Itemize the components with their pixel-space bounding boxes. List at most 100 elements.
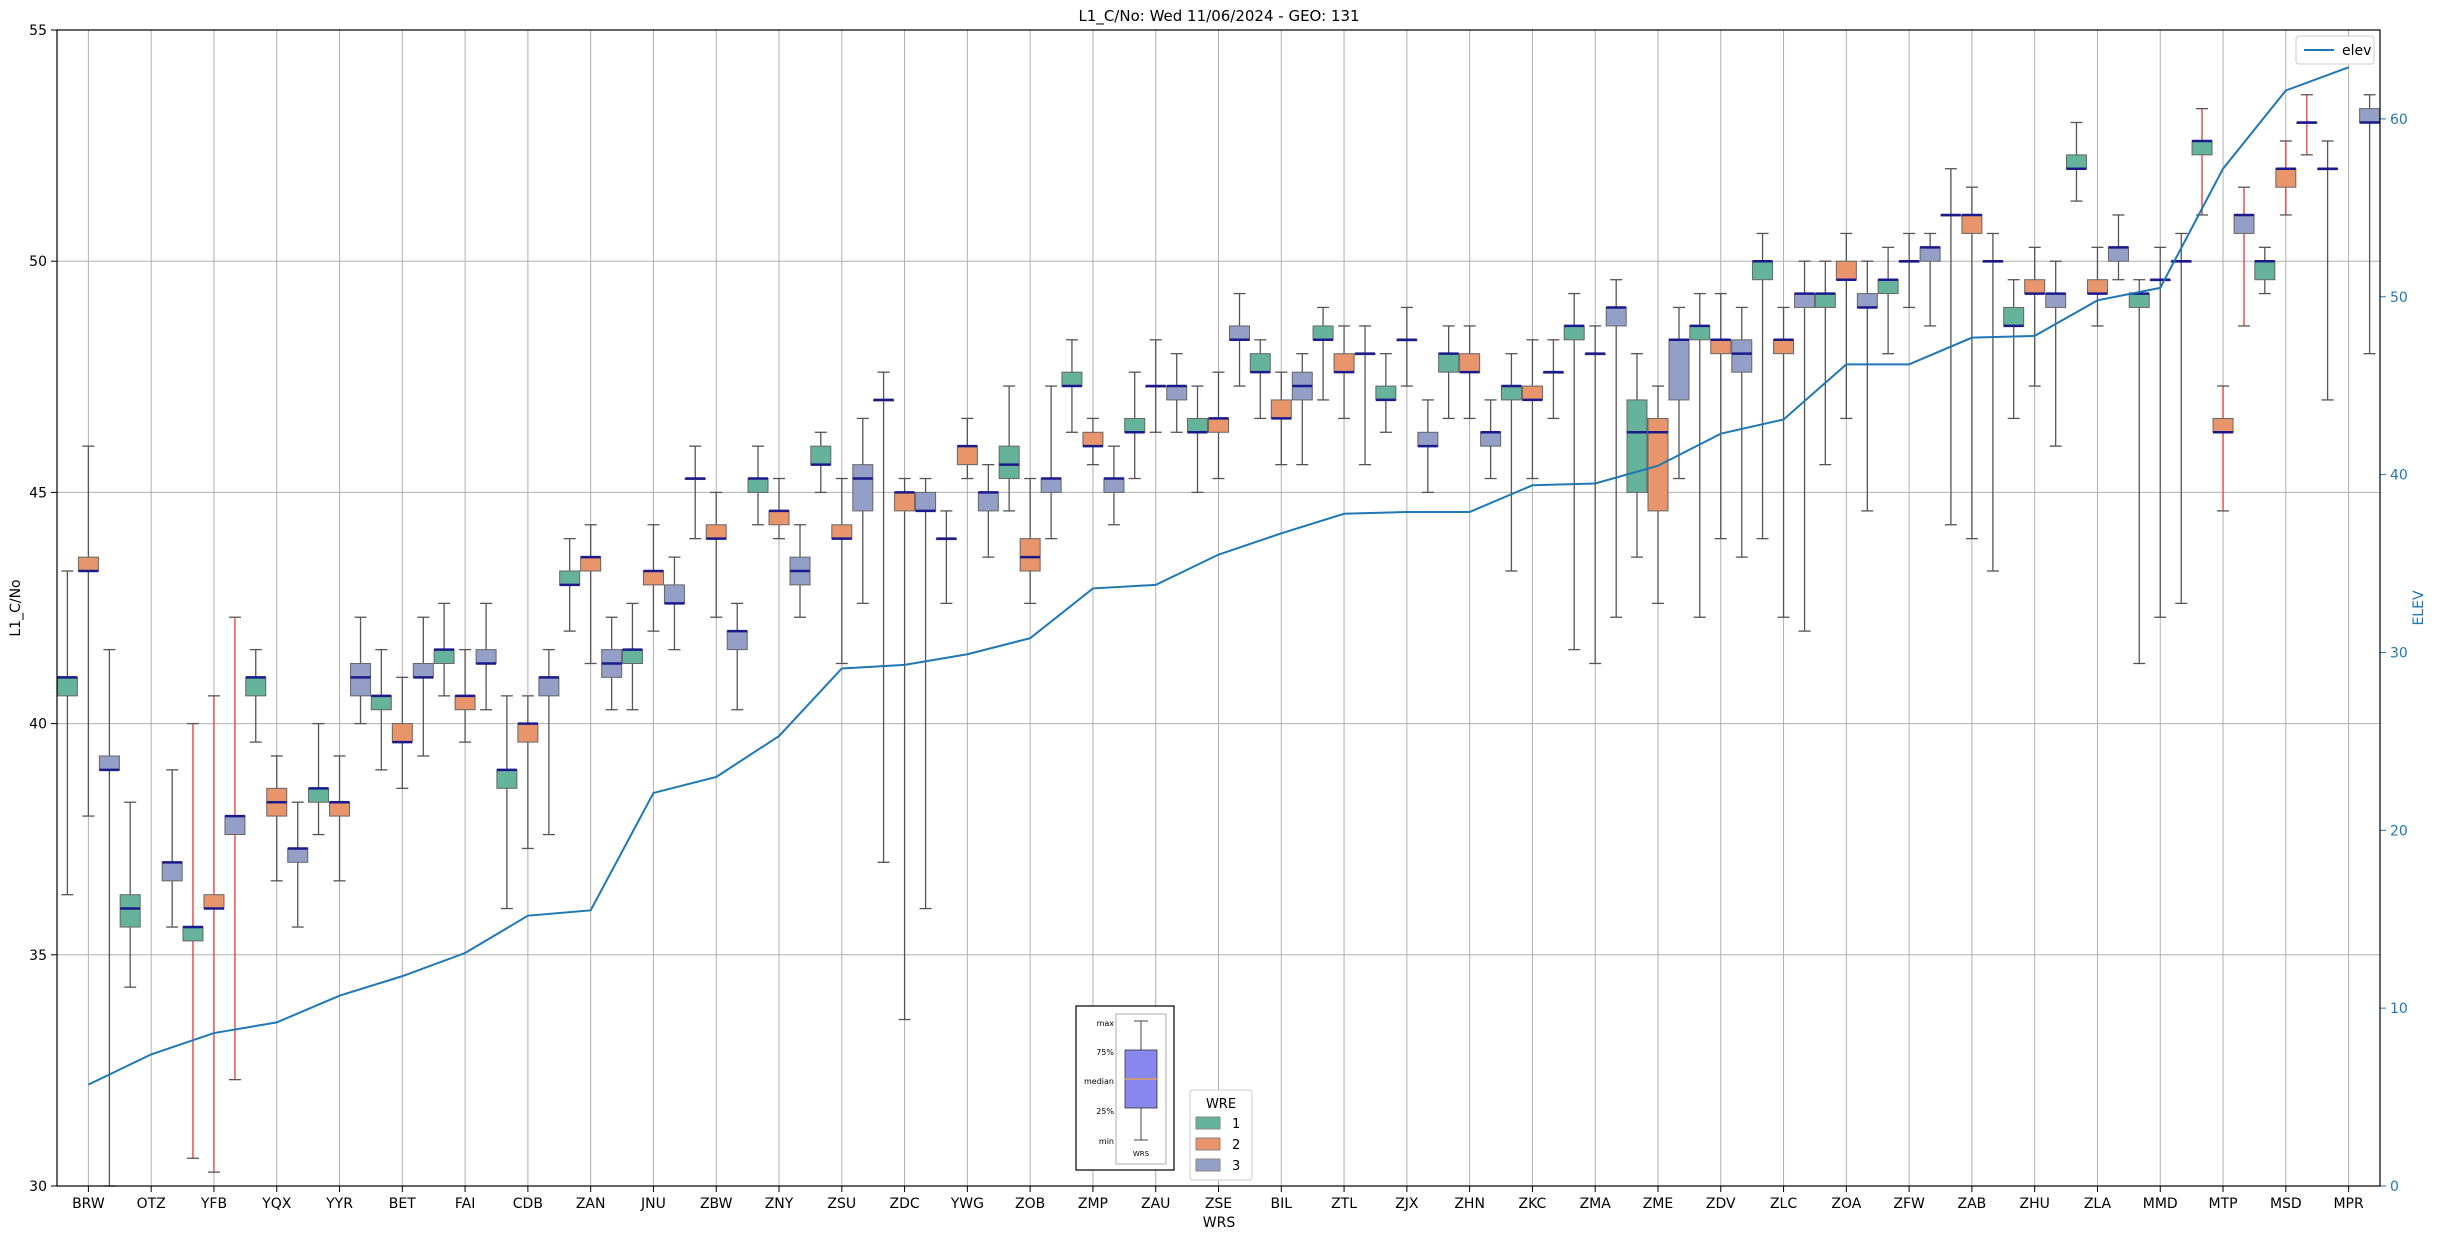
axes-layer: BRW OTZ YFB YQX YYR BET FAI CDB ZAN JNU ZBW ZNY ZSU Z… [29, 23, 2408, 1212]
y-tick-label: 50 [29, 254, 47, 270]
box [370, 695, 392, 711]
box [1166, 385, 1188, 401]
box-plot-zny-wre1 [747, 445, 769, 526]
box-plot-zma-wre2 [1584, 325, 1606, 665]
box [1961, 214, 1983, 234]
box [2024, 279, 2046, 295]
box-plot-mmd-wre1 [2128, 279, 2150, 665]
box-plot-fai-wre1 [433, 602, 455, 697]
box-plot-zfw-wre2 [1898, 232, 1920, 309]
box-plot-zdv-wre2 [1710, 292, 1732, 540]
wre-legend-swatch [1195, 1137, 1221, 1151]
box [391, 723, 413, 743]
x-tick-label: ZHN [1454, 1196, 1485, 1212]
box [705, 524, 727, 540]
box-plot-ztl-wre2 [1333, 325, 1355, 420]
box [1459, 353, 1481, 373]
box [1480, 431, 1502, 447]
box [2128, 293, 2150, 308]
box-plot-mmd-wre2 [2149, 246, 2171, 618]
box [1417, 431, 1439, 447]
box-plot-zhu-wre2 [2024, 246, 2046, 387]
x-tick-label: ZAN [576, 1196, 606, 1212]
box-plot-zme-wre1 [1626, 353, 1648, 558]
box-plot-zab-wre2 [1961, 186, 1983, 540]
box-plot-zjx-wre2 [1396, 306, 1418, 387]
box-plot-yyr-wre3 [350, 616, 372, 725]
box-plot-zla-wre3 [2107, 214, 2129, 281]
box [1689, 325, 1711, 341]
y2-tick-label: 20 [2390, 823, 2408, 839]
x-tick-label: ZFW [1893, 1196, 1925, 1212]
box [119, 894, 141, 928]
box [1856, 293, 1878, 308]
box [768, 510, 790, 526]
box [287, 847, 309, 863]
wre-legend-title: WRE [1206, 1097, 1236, 1112]
wre-legend-label: 3 [1232, 1159, 1240, 1174]
box-plot-brw-wre3 [98, 648, 120, 1187]
box-plot-zse-wre3 [1229, 292, 1250, 387]
elev-layer [87, 66, 2349, 1086]
box-plot-zlc-wre3 [1794, 260, 1816, 632]
box [517, 723, 539, 743]
box-plot-mmd-wre3 [2170, 232, 2192, 605]
box [1438, 353, 1460, 373]
box [98, 755, 120, 771]
y2-tick-label: 40 [2390, 468, 2408, 484]
box [559, 570, 581, 586]
box-plot-zma-wre1 [1563, 292, 1585, 651]
box-plot-fai-wre2 [454, 648, 476, 743]
box [1919, 246, 1941, 262]
x-tick-label: ZDV [1706, 1196, 1736, 1212]
box-plot-zau-wre3 [1166, 353, 1188, 433]
box [2275, 168, 2297, 188]
boxplot-key-inset: max 75% median 25% min WRS [1075, 1005, 1175, 1171]
box [810, 445, 832, 466]
x-tick-label: MPR [2333, 1196, 2364, 1212]
box-plot-mpr-wre3 [2359, 94, 2381, 355]
x-tick-label: ZHU [2020, 1196, 2050, 1212]
x-tick-label: ZMP [1078, 1196, 1108, 1212]
box-plot-yyr-wre1 [308, 722, 330, 836]
x-tick-label: ZDC [890, 1196, 920, 1212]
x-tick-label: YQX [261, 1196, 292, 1212]
boxes-layer [56, 94, 2381, 1187]
box-plot-ztl-wre1 [1312, 306, 1334, 401]
box-plot-zfw-wre3 [1919, 232, 1941, 327]
box-plot-zhu-wre1 [2003, 279, 2025, 420]
inset-label: median [1084, 1077, 1114, 1086]
box-plot-zme-wre2 [1647, 385, 1669, 605]
y-tick-label: 35 [29, 948, 47, 964]
box-plot-zbw-wre2 [705, 491, 727, 618]
x-tick-label: BIL [1271, 1196, 1293, 1212]
box-plot-otz-wre3 [161, 769, 183, 928]
box [1500, 385, 1522, 401]
box-plot-zoa-wre2 [1835, 232, 1857, 420]
x-tick-label: CDB [513, 1196, 543, 1212]
box-plot-zla-wre2 [2086, 246, 2108, 327]
box [956, 445, 978, 466]
box-plot-mtp-wre2 [2212, 385, 2234, 512]
x-axis-label: WRS [1203, 1215, 1236, 1231]
box-plot-zma-wre3 [1605, 279, 1627, 618]
box-plot-zny-wre3 [789, 524, 811, 618]
box-plot-zmp-wre2 [1082, 417, 1104, 466]
box [203, 894, 225, 910]
x-tick-label: MSD [2270, 1196, 2302, 1212]
box-plot-zmp-wre1 [1061, 339, 1083, 433]
y2-axis-label: ELEV [2411, 590, 2427, 625]
box-plot-zjx-wre1 [1375, 353, 1397, 433]
box-plot-yfb-wre3 [224, 616, 246, 1081]
box [998, 445, 1020, 480]
box-plot-zbw-wre3 [726, 602, 748, 711]
box [1061, 371, 1083, 387]
box-plot-zkc-wre1 [1500, 353, 1522, 572]
box-plot-bet-wre2 [391, 676, 413, 789]
box [894, 491, 916, 512]
y2-tick-label: 30 [2390, 645, 2408, 661]
box [2359, 108, 2381, 123]
y-tick-label: 40 [29, 717, 47, 733]
